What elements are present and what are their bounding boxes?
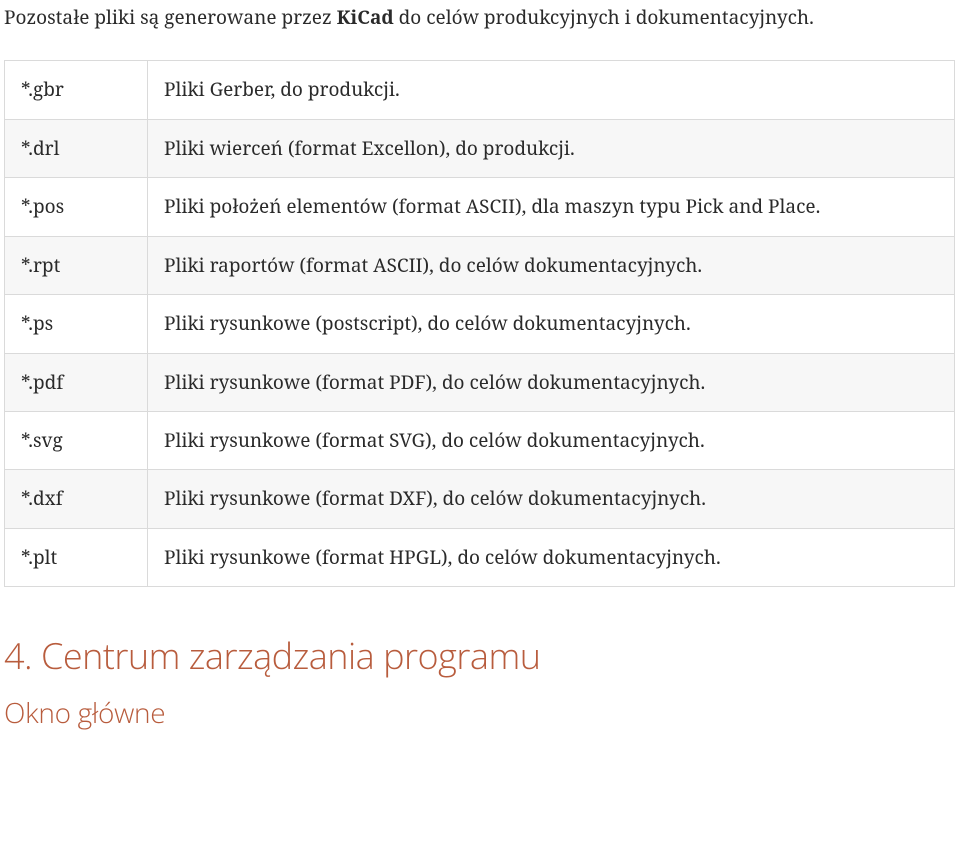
file-desc: Pliki wierceń (format Excellon), do prod… [148,119,955,177]
file-extensions-table: *.gbr Pliki Gerber, do produkcji. *.drl … [4,60,955,587]
page-content: Pozostałe pliki są generowane przez KiCa… [0,2,959,732]
file-ext: *.rpt [5,236,148,294]
file-desc: Pliki rysunkowe (postscript), do celów d… [148,295,955,353]
table-row: *.pdf Pliki rysunkowe (format PDF), do c… [5,353,955,411]
table-row: *.pos Pliki położeń elementów (format AS… [5,178,955,236]
file-desc: Pliki Gerber, do produkcji. [148,61,955,119]
file-desc: Pliki rysunkowe (format HPGL), do celów … [148,528,955,586]
intro-suffix: do celów produkcyjnych i dokumentacyjnyc… [394,4,814,30]
file-ext: *.gbr [5,61,148,119]
file-ext: *.pos [5,178,148,236]
file-ext: *.plt [5,528,148,586]
table-row: *.plt Pliki rysunkowe (format HPGL), do … [5,528,955,586]
file-ext: *.drl [5,119,148,177]
table-row: *.rpt Pliki raportów (format ASCII), do … [5,236,955,294]
table-row: *.dxf Pliki rysunkowe (format DXF), do c… [5,470,955,528]
table-row: *.gbr Pliki Gerber, do produkcji. [5,61,955,119]
file-ext: *.dxf [5,470,148,528]
subsection-heading: Okno główne [4,694,955,732]
file-desc: Pliki rysunkowe (format SVG), do celów d… [148,412,955,470]
file-ext: *.ps [5,295,148,353]
intro-prefix: Pozostałe pliki są generowane przez [4,4,337,30]
table-row: *.svg Pliki rysunkowe (format SVG), do c… [5,412,955,470]
table-row: *.drl Pliki wierceń (format Excellon), d… [5,119,955,177]
file-desc: Pliki położeń elementów (format ASCII), … [148,178,955,236]
file-ext: *.pdf [5,353,148,411]
intro-paragraph: Pozostałe pliki są generowane przez KiCa… [4,2,924,32]
file-desc: Pliki raportów (format ASCII), do celów … [148,236,955,294]
intro-bold: KiCad [337,4,394,30]
file-desc: Pliki rysunkowe (format DXF), do celów d… [148,470,955,528]
file-desc: Pliki rysunkowe (format PDF), do celów d… [148,353,955,411]
section-heading: 4. Centrum zarządzania programu [4,631,955,680]
table-row: *.ps Pliki rysunkowe (postscript), do ce… [5,295,955,353]
file-ext: *.svg [5,412,148,470]
